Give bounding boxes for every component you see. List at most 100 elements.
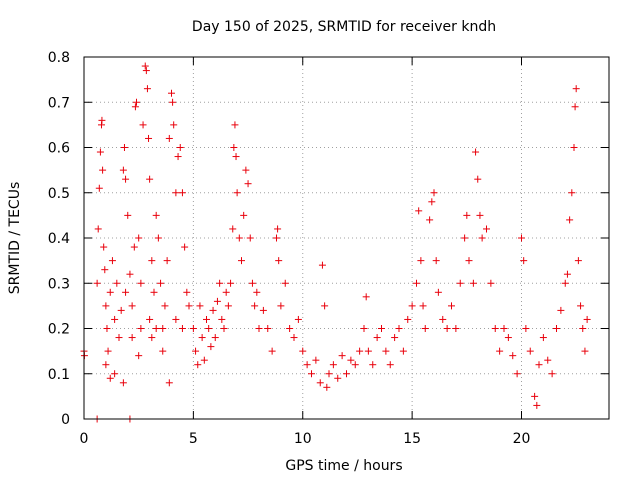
data-point	[165, 379, 173, 387]
data-point	[570, 144, 578, 151]
data-point	[408, 302, 416, 310]
y-axis-label: SRMTID / TECUs	[7, 182, 23, 295]
data-point	[281, 279, 289, 287]
data-point	[98, 116, 106, 124]
data-point	[531, 392, 539, 400]
data-point	[378, 325, 385, 332]
data-point	[303, 361, 311, 369]
data-point	[137, 325, 145, 332]
data-point	[386, 361, 394, 369]
data-point	[240, 211, 248, 219]
data-point	[161, 302, 169, 310]
data-point	[124, 211, 132, 219]
data-point	[176, 144, 184, 151]
data-point	[135, 234, 143, 242]
data-point	[142, 67, 150, 75]
data-point	[232, 153, 240, 161]
data-point	[242, 166, 250, 174]
data-point	[571, 103, 579, 111]
data-point	[126, 270, 134, 278]
data-point	[172, 189, 180, 197]
data-point	[404, 315, 412, 323]
data-point	[137, 279, 145, 287]
data-point	[148, 334, 156, 342]
x-tick-label: 0	[80, 431, 89, 447]
data-point	[461, 234, 469, 242]
data-point	[207, 343, 215, 351]
data-point	[135, 352, 143, 360]
data-point	[426, 216, 434, 224]
data-point	[104, 347, 112, 355]
x-tick-label: 5	[189, 431, 198, 447]
data-point	[533, 401, 541, 409]
data-point	[469, 279, 477, 287]
data-point	[248, 279, 256, 287]
data-point	[504, 334, 512, 342]
y-tick-label: 0.3	[48, 276, 70, 292]
data-point	[120, 144, 128, 151]
data-point	[275, 257, 283, 265]
data-point	[476, 211, 484, 219]
data-point	[360, 325, 368, 332]
data-point	[439, 315, 447, 323]
data-point	[373, 334, 381, 342]
data-point	[163, 257, 171, 265]
data-point	[100, 243, 108, 251]
data-point	[192, 347, 200, 355]
data-point	[222, 288, 230, 296]
data-point	[185, 302, 193, 310]
data-point	[277, 302, 285, 310]
data-point	[312, 356, 320, 364]
data-point	[152, 325, 160, 332]
y-tick-label: 0.7	[48, 95, 70, 111]
data-point	[463, 211, 471, 219]
data-point	[478, 234, 486, 242]
data-point	[209, 306, 217, 314]
data-point	[321, 302, 329, 310]
data-point	[117, 306, 125, 314]
data-point	[200, 356, 208, 364]
y-axis-tick-labels: 0 0.1 0.2 0.3 0.4 0.5 0.6 0.7 0.8	[48, 50, 70, 428]
data-point	[574, 257, 582, 265]
data-point	[351, 361, 359, 369]
data-point	[159, 347, 167, 355]
data-point	[198, 334, 206, 342]
data-point	[178, 325, 186, 332]
data-point	[233, 189, 241, 197]
data-point	[106, 288, 114, 296]
data-point	[95, 184, 103, 192]
chart-title: Day 150 of 2025, SRMTID for receiver knd…	[192, 19, 496, 35]
y-tick-label: 0.8	[48, 50, 70, 66]
y-tick-label: 0	[61, 412, 70, 428]
data-point	[520, 257, 528, 265]
y-tick-label: 0.4	[48, 231, 70, 247]
data-point	[274, 225, 282, 233]
data-point	[553, 325, 560, 332]
data-point	[168, 89, 175, 97]
data-point	[220, 325, 228, 332]
data-point	[96, 148, 104, 156]
data-point	[268, 347, 276, 355]
data-point	[169, 98, 177, 106]
data-point	[113, 279, 121, 287]
data-point	[130, 243, 138, 251]
data-point	[93, 279, 101, 287]
data-point	[443, 325, 451, 332]
x-tick-label: 20	[513, 431, 531, 447]
data-point	[165, 134, 173, 142]
data-point	[548, 370, 556, 378]
data-point	[255, 325, 263, 332]
data-point	[369, 361, 377, 369]
data-point	[244, 180, 252, 188]
data-point	[148, 257, 156, 265]
data-point	[99, 166, 107, 174]
data-point	[563, 270, 571, 278]
data-point	[111, 315, 119, 323]
data-point	[94, 225, 102, 233]
data-point	[170, 121, 178, 129]
data-point	[362, 293, 370, 301]
data-point	[139, 121, 147, 129]
data-point	[579, 325, 587, 332]
data-point	[419, 302, 427, 310]
